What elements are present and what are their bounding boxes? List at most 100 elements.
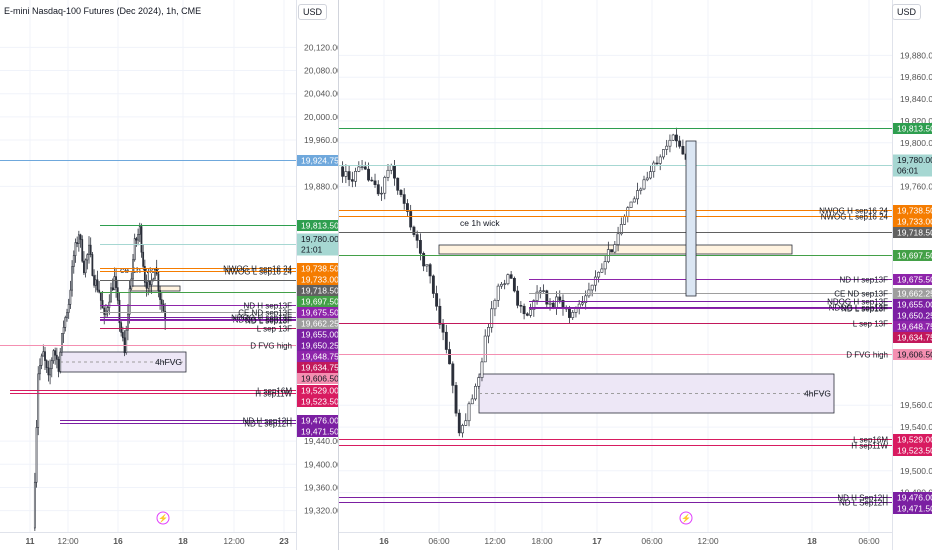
candle-body	[132, 259, 134, 280]
price-tag	[297, 233, 338, 256]
candle-body	[431, 275, 435, 294]
price-tag	[893, 349, 932, 360]
candle-body	[451, 363, 455, 386]
candle-body	[143, 266, 146, 283]
price-tag-label: 19,476.00	[301, 416, 338, 426]
event-icon[interactable]	[679, 511, 693, 525]
overlays: 4hFVG ce 1h wick	[438, 218, 835, 414]
candle-body	[649, 171, 652, 179]
candle-body	[50, 360, 53, 370]
price-tag	[297, 285, 338, 296]
candle-body	[66, 312, 68, 318]
price-tick-label: 20,040.00	[304, 89, 338, 99]
candle-body	[64, 317, 67, 328]
currency-button[interactable]: USD	[892, 4, 922, 20]
time-tick-label: 16	[113, 536, 123, 546]
candle-body	[525, 313, 529, 316]
candle-body	[668, 139, 672, 147]
candle-body	[157, 273, 160, 291]
currency-button[interactable]: USD	[298, 4, 328, 20]
candle-body	[103, 307, 106, 315]
candle-body	[389, 165, 393, 171]
wick-box[interactable]	[129, 285, 181, 292]
candle-body	[636, 190, 639, 200]
price-tag-label: 19,733.00	[897, 217, 932, 227]
candle-body	[581, 302, 584, 305]
overlays: 4hFVG ce 1h wick	[59, 265, 187, 373]
price-tag	[297, 296, 338, 307]
candle-body	[49, 368, 51, 376]
right-chart-pane[interactable]: 4hFVG ce 1h wick NWOG H sep16 24 NWOG L sep…	[339, 0, 932, 550]
candle-body	[61, 333, 63, 353]
candle-body	[571, 312, 575, 318]
candle-body	[616, 233, 620, 245]
candle-body	[522, 305, 526, 315]
candle-body	[347, 171, 351, 180]
candle-body	[84, 259, 87, 274]
candle-body	[125, 329, 128, 354]
time-axis-bg	[0, 532, 296, 550]
candle-body	[438, 305, 442, 325]
price-tag-label: 19,634.75	[301, 363, 338, 373]
level-label: ND H Sep12H	[837, 494, 888, 503]
candle-body	[662, 149, 665, 158]
candle-body	[551, 302, 555, 308]
candle-body	[69, 289, 72, 305]
candle-body	[658, 156, 662, 164]
left-chart-pane[interactable]: 4hFVG ce 1h wick NWOG H sep16 24 NWOG L sep…	[0, 0, 338, 550]
candle-body	[516, 290, 520, 306]
price-tag	[893, 492, 932, 503]
candle-body	[610, 249, 614, 253]
time-axis: 11 12:00 16 18 12:00 23	[0, 532, 296, 550]
price-tag	[893, 288, 932, 299]
candle-body	[613, 244, 617, 253]
candle-body	[363, 166, 367, 170]
price-tag-label: 19,697.50	[301, 297, 338, 307]
candle-body	[360, 166, 364, 168]
candle-body	[116, 287, 119, 301]
event-glyph: ⚡	[681, 513, 691, 523]
level-label: ND H sep12H	[243, 417, 293, 426]
candle-body	[529, 309, 533, 316]
price-tag	[297, 329, 338, 340]
level-label: L sep16M	[853, 436, 888, 445]
pane-divider[interactable]	[338, 0, 339, 550]
candle-body	[99, 291, 102, 301]
candle-body	[428, 264, 432, 277]
candle-body	[487, 327, 490, 337]
candle-body	[128, 288, 131, 315]
candle-body	[88, 244, 90, 255]
price-axis: 20,120.00 20,080.00 20,040.00 20,000.00 19,9…	[296, 0, 338, 550]
chart-title: E-mini Nasdaq-100 Futures (Dec 2024), 1h…	[4, 6, 202, 16]
price-tag	[297, 274, 338, 285]
event-icon[interactable]	[156, 511, 170, 525]
range-box[interactable]	[685, 140, 697, 297]
price-tag-label: 19,471.50	[897, 504, 932, 514]
candle-body	[47, 367, 50, 376]
candle-body	[483, 335, 487, 363]
time-tick-label: 06:00	[641, 536, 663, 546]
candle-body	[448, 349, 451, 365]
candle-body	[35, 427, 38, 483]
price-tag	[297, 396, 338, 407]
candle-body	[542, 290, 545, 292]
price-tag-label: 19,675.50	[301, 308, 338, 318]
candle-body	[655, 162, 659, 165]
candle-body	[632, 198, 636, 203]
candle-body	[597, 271, 601, 278]
candle-body	[623, 215, 626, 225]
time-tick-label: 23	[279, 536, 289, 546]
price-tag-label: 19,529.00	[897, 435, 932, 445]
candle-body	[118, 299, 121, 324]
candle-body	[45, 360, 48, 369]
candle-body	[108, 301, 111, 308]
candle-body	[558, 296, 562, 301]
candle-body	[54, 350, 57, 356]
candle-body	[600, 268, 604, 273]
candle-body	[393, 165, 396, 179]
time-tick-label: 12:00	[223, 536, 245, 546]
candle-body	[86, 254, 89, 261]
price-tag	[893, 445, 932, 456]
